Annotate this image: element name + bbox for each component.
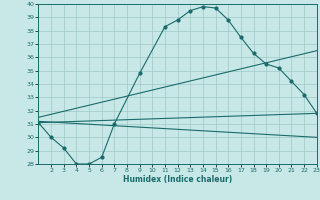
X-axis label: Humidex (Indice chaleur): Humidex (Indice chaleur) (123, 175, 232, 184)
